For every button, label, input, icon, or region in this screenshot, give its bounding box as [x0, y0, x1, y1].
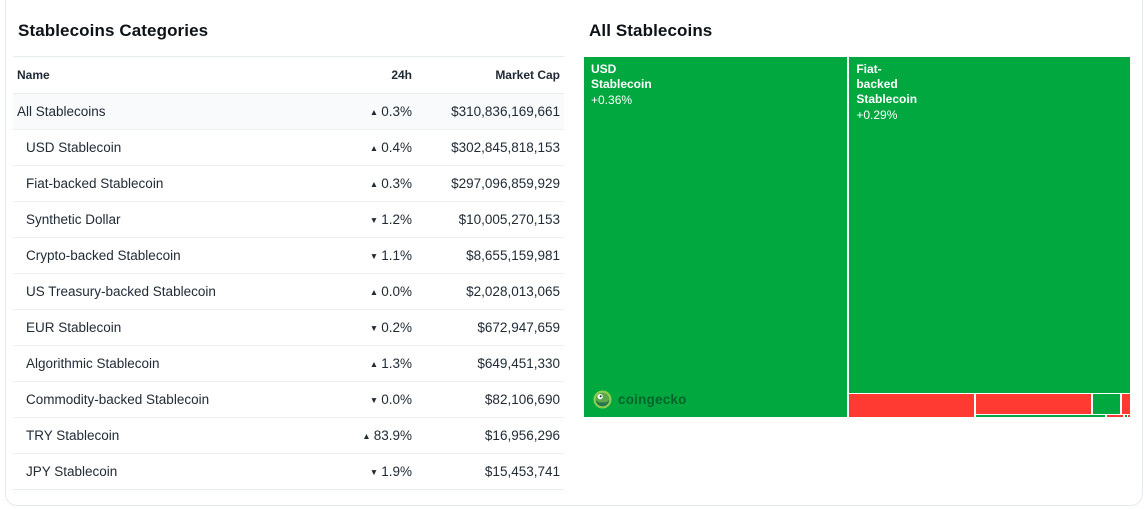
change-24h-value: ▲ 0.4% — [332, 129, 416, 166]
category-name[interactable]: JPY Stablecoin — [13, 453, 332, 490]
coingecko-watermark: coingecko — [593, 390, 687, 409]
down-arrow-icon: ▼ — [369, 215, 379, 225]
change-24h-value: ▼ 1.9% — [332, 453, 416, 490]
column-header-name[interactable]: Name — [13, 56, 332, 94]
table-row[interactable]: USD Stablecoin ▲ 0.4% $302,845,818,153 — [13, 129, 564, 166]
treemap-block-try-stablecoin[interactable] — [1124, 414, 1127, 417]
down-arrow-icon: ▼ — [369, 395, 379, 405]
treemap-block-label: USD Stablecoin +0.36% — [584, 57, 652, 113]
category-name[interactable]: Synthetic Dollar — [13, 201, 332, 238]
table-row[interactable]: All Stablecoins ▲ 0.3% $310,836,169,661 — [13, 93, 564, 130]
up-arrow-icon: ▲ — [362, 431, 371, 441]
down-arrow-icon: ▼ — [369, 467, 379, 477]
change-24h-value: ▼ 1.1% — [332, 237, 416, 274]
treemap-block-synthetic-dollar[interactable] — [849, 394, 974, 417]
all-stablecoins-panel: All Stablecoins USD Stablecoin +0.36% Fiat… — [584, 1, 1130, 417]
stablecoins-card: Stablecoins Categories Name 24h Market C… — [5, 0, 1143, 506]
market-cap-value: $310,836,169,661 — [451, 104, 560, 119]
treemap-block-algorithmic-stablecoin[interactable] — [976, 414, 1105, 417]
treemap-block-crypto-backed-stablecoin[interactable] — [976, 394, 1091, 414]
market-cap-value: $649,451,330 — [416, 345, 564, 382]
treemap-block-name: USD Stablecoin — [591, 62, 652, 91]
category-name[interactable]: US Treasury-backed Stablecoin — [13, 273, 332, 310]
category-name[interactable]: All Stablecoins — [17, 104, 106, 119]
change-24h-value: ▼ 0.2% — [332, 309, 416, 346]
categories-table: Name 24h Market Cap All Stablecoins ▲ 0.3%… — [13, 56, 564, 490]
category-name[interactable]: Crypto-backed Stablecoin — [13, 237, 332, 274]
category-name[interactable]: Commodity-backed Stablecoin — [13, 381, 332, 418]
market-cap-value: $16,956,296 — [416, 417, 564, 454]
change-24h-value: ▲ 1.3% — [332, 345, 416, 382]
treemap-block-commodity-backed-stablecoin[interactable] — [1107, 414, 1123, 417]
treemap-block-us-treasury-backed-stablecoin[interactable] — [1092, 394, 1120, 414]
category-name[interactable]: EUR Stablecoin — [13, 309, 332, 346]
treemap-block-fiat-backed-stablecoin[interactable]: Fiat-backed Stablecoin +0.29% — [849, 57, 1130, 393]
market-cap-value: $15,453,741 — [416, 453, 564, 490]
up-arrow-icon: ▲ — [369, 359, 379, 369]
column-header-24h[interactable]: 24h — [332, 56, 416, 94]
column-header-market-cap[interactable]: Market Cap — [416, 56, 564, 94]
treemap-block-change: +0.36% — [591, 93, 633, 107]
categories-table-body: All Stablecoins ▲ 0.3% $310,836,169,661 USD … — [13, 93, 564, 490]
market-cap-value: $8,655,159,981 — [416, 237, 564, 274]
market-cap-value: $302,845,818,153 — [416, 129, 564, 166]
change-24h-value: ▲ 0.3% — [369, 104, 412, 119]
treemap-block-jpy-stablecoin[interactable] — [1127, 414, 1130, 417]
table-row[interactable]: Crypto-backed Stablecoin ▼ 1.1% $8,655,159,… — [13, 237, 564, 274]
categories-panel: Stablecoins Categories Name 24h Market C… — [13, 1, 564, 490]
categories-panel-title: Stablecoins Categories — [18, 21, 209, 40]
table-row[interactable]: EUR Stablecoin ▼ 0.2% $672,947,659 — [13, 309, 564, 346]
category-name[interactable]: Algorithmic Stablecoin — [13, 345, 332, 382]
up-arrow-icon: ▲ — [369, 143, 379, 153]
table-row[interactable]: TRY Stablecoin ▲ 83.9% $16,956,296 — [13, 417, 564, 454]
market-cap-value: $672,947,659 — [416, 309, 564, 346]
market-cap-value: $82,106,690 — [416, 381, 564, 418]
category-name[interactable]: TRY Stablecoin — [13, 417, 332, 454]
table-header-row: Name 24h Market Cap — [13, 56, 564, 94]
down-arrow-icon: ▼ — [369, 323, 379, 333]
up-arrow-icon: ▲ — [369, 287, 379, 297]
table-row[interactable]: JPY Stablecoin ▼ 1.9% $15,453,741 — [13, 453, 564, 490]
treemap-block-eur-stablecoin[interactable] — [1121, 394, 1130, 414]
coingecko-gecko-icon — [593, 390, 612, 409]
category-name[interactable]: Fiat-backed Stablecoin — [13, 165, 332, 202]
treemap: USD Stablecoin +0.36% Fiat-backed Stableco… — [584, 57, 1130, 417]
market-cap-value: $2,028,013,065 — [416, 273, 564, 310]
change-24h-value: ▲ 0.0% — [332, 273, 416, 310]
all-stablecoins-title: All Stablecoins — [589, 21, 713, 40]
treemap-block-label: Fiat-backed Stablecoin +0.29% — [849, 57, 918, 128]
table-row[interactable]: Algorithmic Stablecoin ▲ 1.3% $649,451,330 — [13, 345, 564, 382]
up-arrow-icon: ▲ — [369, 107, 379, 117]
treemap-block-usd-stablecoin[interactable]: USD Stablecoin +0.36% — [584, 57, 848, 417]
treemap-block-name: Fiat-backed Stablecoin — [856, 62, 918, 106]
market-cap-value: $10,005,270,153 — [416, 201, 564, 238]
table-row[interactable]: Fiat-backed Stablecoin ▲ 0.3% $297,096,859,… — [13, 165, 564, 202]
coingecko-watermark-text: coingecko — [618, 392, 687, 407]
change-24h-value: ▲ 83.9% — [332, 417, 416, 454]
change-24h-value: ▲ 0.3% — [332, 165, 416, 202]
change-24h-value: ▼ 1.2% — [332, 201, 416, 238]
up-arrow-icon: ▲ — [369, 179, 379, 189]
table-row[interactable]: Commodity-backed Stablecoin ▼ 0.0% $82,106,… — [13, 381, 564, 418]
market-cap-value: $297,096,859,929 — [416, 165, 564, 202]
treemap-block-change: +0.29% — [856, 108, 898, 122]
down-arrow-icon: ▼ — [369, 251, 379, 261]
table-row[interactable]: US Treasury-backed Stablecoin ▲ 0.0% $2,028… — [13, 273, 564, 310]
change-24h-value: ▼ 0.0% — [332, 381, 416, 418]
table-row[interactable]: Synthetic Dollar ▼ 1.2% $10,005,270,153 — [13, 201, 564, 238]
category-name[interactable]: USD Stablecoin — [13, 129, 332, 166]
